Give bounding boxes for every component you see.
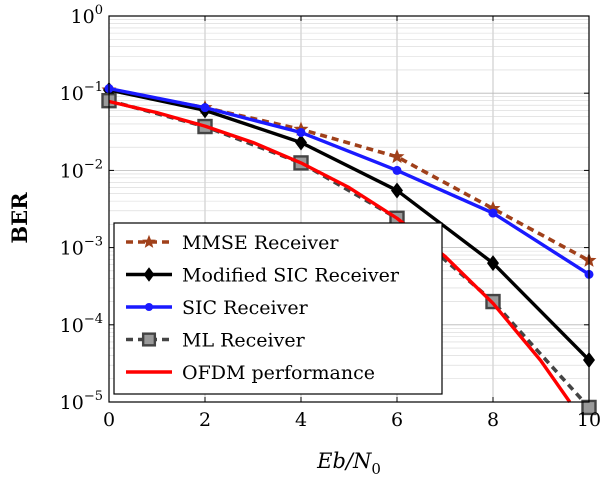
data-point-circle	[200, 103, 210, 113]
data-point-star	[142, 234, 156, 248]
series-line	[108, 88, 590, 263]
legend-label: ML Receiver	[182, 330, 306, 352]
legend-label: Modified SIC Receiver	[182, 265, 400, 287]
x-axis-label: Eb/N0	[316, 449, 381, 477]
legend-label: SIC Receiver	[182, 297, 309, 319]
y-tick-label: 100	[71, 3, 103, 28]
x-axis-label-main: Eb/N	[316, 449, 372, 473]
y-tick-label: 10−1	[60, 80, 103, 105]
series-line	[108, 98, 591, 409]
legend-item: MMSE Receiver	[126, 232, 339, 254]
series-line	[108, 86, 590, 276]
x-tick-label: 4	[295, 409, 307, 431]
y-axis-label: BER	[7, 192, 32, 244]
legend: MMSE Receiver Modified SIC Receiver SIC Re…	[113, 222, 443, 395]
x-tick-label: 6	[391, 409, 403, 431]
legend-label: MMSE Receiver	[182, 232, 339, 254]
axis-ticks: 0 2 4 6 8 10 10−5 10−4 10−3 10−2 10−1 100	[60, 3, 601, 431]
y-tick-label: 10−2	[60, 157, 103, 182]
legend-box	[113, 222, 443, 395]
legend-item: ML Receiver	[126, 330, 306, 352]
data-point-square	[141, 332, 157, 347]
data-point-diamond	[143, 267, 155, 282]
legend-label: OFDM performance	[182, 362, 375, 384]
x-tick-label: 2	[199, 409, 211, 431]
series-line	[108, 99, 572, 403]
data-point-circle	[144, 302, 154, 312]
series-sic-receiver	[104, 84, 594, 279]
series-ofdm-performance	[108, 99, 572, 403]
data-point-diamond	[295, 134, 307, 151]
data-point-circle	[296, 127, 306, 137]
y-tick-label: 10−3	[60, 235, 103, 260]
series-line	[108, 88, 591, 362]
y-tick-label: 10−5	[60, 389, 103, 414]
data-point-circle	[392, 165, 402, 175]
legend-item: OFDM performance	[126, 362, 375, 384]
data-point-diamond	[391, 182, 403, 199]
y-tick-label: 10−4	[60, 312, 103, 337]
x-axis-label-subscript: 0	[371, 460, 381, 477]
data-point-circle	[488, 208, 498, 218]
legend-item: Modified SIC Receiver	[126, 265, 400, 287]
x-tick-label: 0	[103, 409, 115, 431]
x-tick-label: 10	[577, 409, 601, 431]
legend-item: SIC Receiver	[126, 297, 309, 319]
x-tick-label: 8	[487, 409, 499, 431]
plot-frame	[108, 15, 590, 403]
series-lines	[101, 82, 597, 416]
data-point-star	[389, 148, 405, 164]
data-point-diamond	[487, 255, 499, 272]
